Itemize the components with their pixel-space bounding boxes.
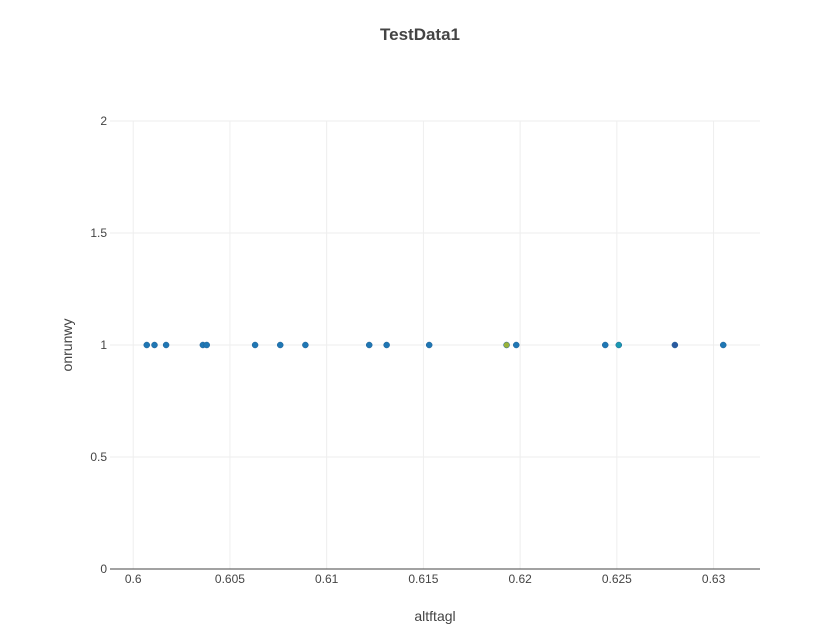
tick-labels: 0.6 0.605 0.61 0.615 0.62 0.625 0.63 0 0.5 1 1.5 2: [90, 114, 725, 586]
y-tick-label: 1: [100, 338, 107, 352]
x-tick-label: 0.62: [508, 572, 532, 586]
data-point: [615, 341, 623, 349]
data-point: [302, 341, 309, 349]
data-points: [143, 341, 727, 349]
x-axis-title: altftagl: [414, 608, 455, 624]
y-tick-label: 2: [100, 114, 107, 128]
data-point: [276, 341, 284, 349]
data-point: [143, 341, 151, 349]
data-point: [151, 341, 158, 349]
data-point: [719, 341, 727, 349]
data-point: [503, 341, 510, 349]
y-tick-label: 0.5: [90, 450, 107, 464]
data-point: [671, 341, 679, 349]
data-point: [203, 341, 210, 349]
data-point: [425, 341, 433, 349]
data-point: [251, 341, 259, 349]
chart-title: TestData1: [380, 25, 460, 44]
grid-lines: [110, 120, 760, 569]
data-point: [365, 341, 373, 349]
y-tick-label: 0: [100, 562, 107, 576]
y-axis-title: onrunwy: [59, 319, 75, 372]
data-point: [162, 341, 170, 349]
x-tick-label: 0.625: [602, 572, 632, 586]
data-point: [383, 341, 390, 349]
x-tick-label: 0.6: [125, 572, 142, 586]
x-tick-label: 0.605: [215, 572, 245, 586]
data-point: [601, 341, 609, 349]
x-tick-label: 0.615: [408, 572, 438, 586]
data-point: [513, 341, 520, 349]
x-tick-label: 0.63: [702, 572, 726, 586]
x-tick-label: 0.61: [315, 572, 339, 586]
y-tick-label: 1.5: [90, 226, 107, 240]
